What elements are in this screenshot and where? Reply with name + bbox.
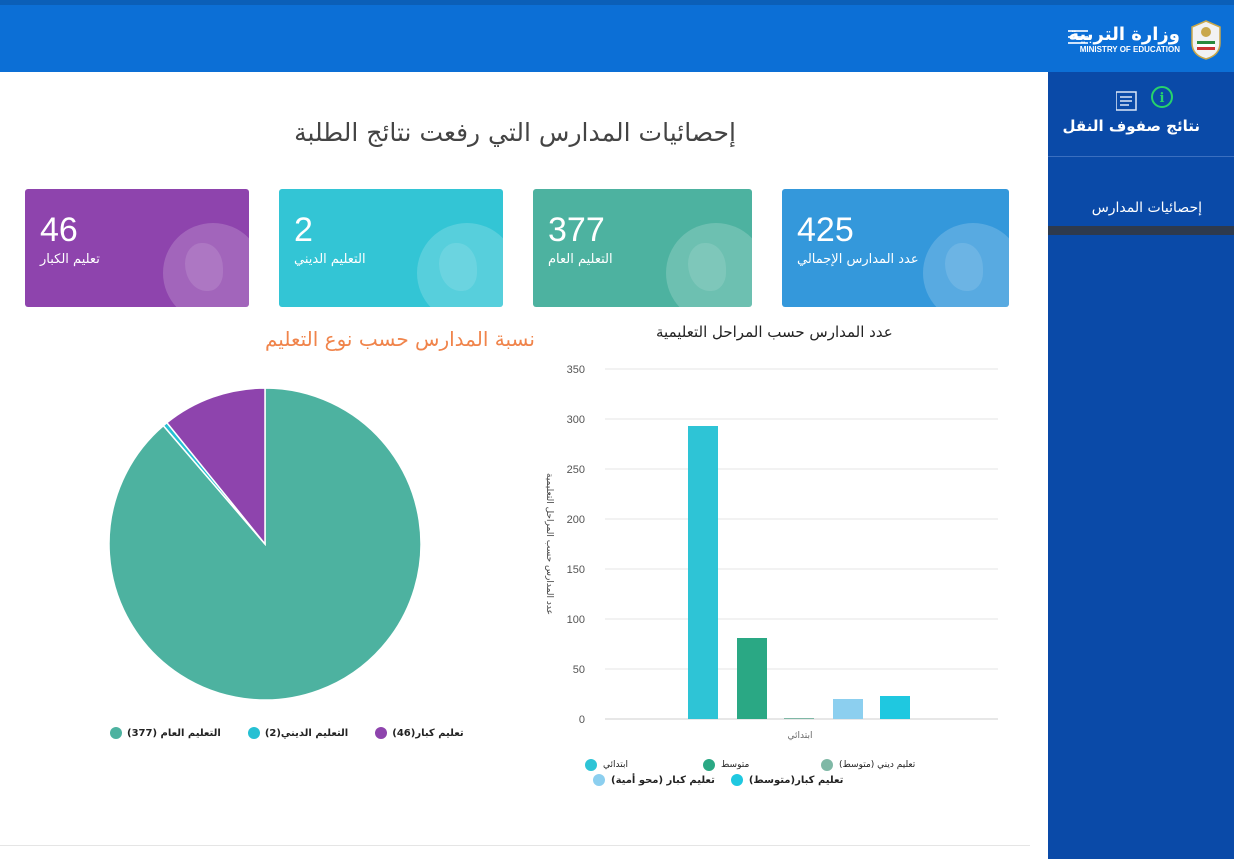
y-tick-label: 350 [567,364,585,376]
y-tick-label: 300 [567,414,585,426]
legend-swatch [585,759,597,771]
legend-swatch [730,774,743,786]
legend-swatch [247,727,260,739]
pie-chart [108,387,422,701]
legend-label[interactable]: تعليم كبار (محو أمية) [611,774,715,786]
page-title: إحصائيات المدارس التي رفعت نتائج الطلبة [294,118,736,147]
y-tick-label: 0 [579,714,585,726]
footer-divider [0,845,1030,846]
globe-icon [163,223,249,307]
y-tick-label: 200 [567,514,585,526]
legend-swatch [593,774,605,786]
legend-label[interactable]: متوسط [721,760,750,770]
x-tick-label: ابتدائي [788,731,813,741]
sidebar-item-transfer-results[interactable]: i نتائج صفوف النقل [1048,72,1234,157]
y-axis-label: عدد المدارس حسب المراحل التعليمية [544,473,554,615]
stat-value: 425 [797,211,854,249]
legend-swatch [821,759,833,771]
y-tick-label: 250 [567,464,585,476]
globe-icon [923,223,1009,307]
legend-label[interactable]: تعليم ديني (متوسط) [839,760,916,770]
stat-value: 377 [548,211,605,249]
legend-swatch [703,759,715,771]
legend-label[interactable]: التعليم العام (377) [127,727,221,739]
stat-caption: التعليم الديني [294,252,366,267]
bar[interactable] [784,718,814,719]
stat-card-total-schools[interactable]: 425 عدد المدارس الإجمالي [782,189,1009,307]
bar[interactable] [737,638,767,719]
globe-icon [417,223,503,307]
legend-label[interactable]: تعليم كبار(متوسط) [748,774,844,786]
sidebar-item-school-statistics[interactable]: إحصائيات المدارس [1048,157,1234,235]
main-content: إحصائيات المدارس التي رفعت نتائج الطلبة … [0,72,1048,859]
ministry-logo[interactable]: وزارة التربية MINISTRY OF EDUCATION [1069,19,1226,61]
legend-label[interactable]: التعليم الديني(2) [264,727,349,739]
stat-card-religious-education[interactable]: 2 التعليم الديني [279,189,503,307]
bar-chart: 0 50 100 150 200 250 300 350 عدد المدارس حسب الم… [544,364,998,741]
globe-icon [666,223,752,307]
stat-caption: عدد المدارس الإجمالي [797,252,919,267]
bar[interactable] [833,699,863,719]
bar[interactable] [880,696,910,719]
stat-caption: تعليم الكبار [40,252,100,267]
stat-card-general-education[interactable]: 377 التعليم العام [533,189,752,307]
brand-arabic: وزارة التربية [1068,24,1180,45]
emblem-icon [1191,20,1221,60]
y-tick-label: 100 [567,614,585,626]
sidebar-item-label: إحصائيات المدارس [1091,200,1202,216]
stat-card-adult-education[interactable]: 46 تعليم الكبار [25,189,249,307]
y-tick-label: 150 [567,564,585,576]
pie-legend: التعليم العام (377) التعليم الديني(2) تع… [110,727,464,739]
stat-value: 46 [40,211,78,249]
svg-text:i: i [1160,91,1165,106]
top-navbar: وزارة التربية MINISTRY OF EDUCATION [0,0,1234,72]
stat-value: 2 [294,211,313,249]
bar[interactable] [688,426,718,719]
legend-swatch [375,727,388,739]
pie-slice[interactable] [165,387,266,547]
y-tick-label: 50 [573,664,585,676]
sidebar-item-label: نتائج صفوف النقل [1062,117,1200,135]
pie-chart-title: نسبة المدارس حسب نوع التعليم [265,327,535,351]
sidebar: i نتائج صفوف النقل إحصائيات المدارس [1048,72,1234,859]
hamburger-menu-icon[interactable] [1068,30,1088,46]
brand-english: MINISTRY OF EDUCATION [1079,45,1180,54]
bar-chart-title: عدد المدارس حسب المراحل التعليمية [656,323,893,341]
stat-caption: التعليم العام [548,252,613,267]
report-info-icon: i [1116,86,1173,111]
legend-label[interactable]: ابتدائي [603,760,628,770]
bar-legend-row1: ابتدائي متوسط تعليم ديني (متوسط) [585,758,1005,772]
legend-swatch [110,727,122,739]
bar-legend-row2: تعليم كبار (محو أمية) تعليم كبار(متوسط) [593,774,843,786]
legend-label[interactable]: تعليم كبار(46) [392,727,464,739]
